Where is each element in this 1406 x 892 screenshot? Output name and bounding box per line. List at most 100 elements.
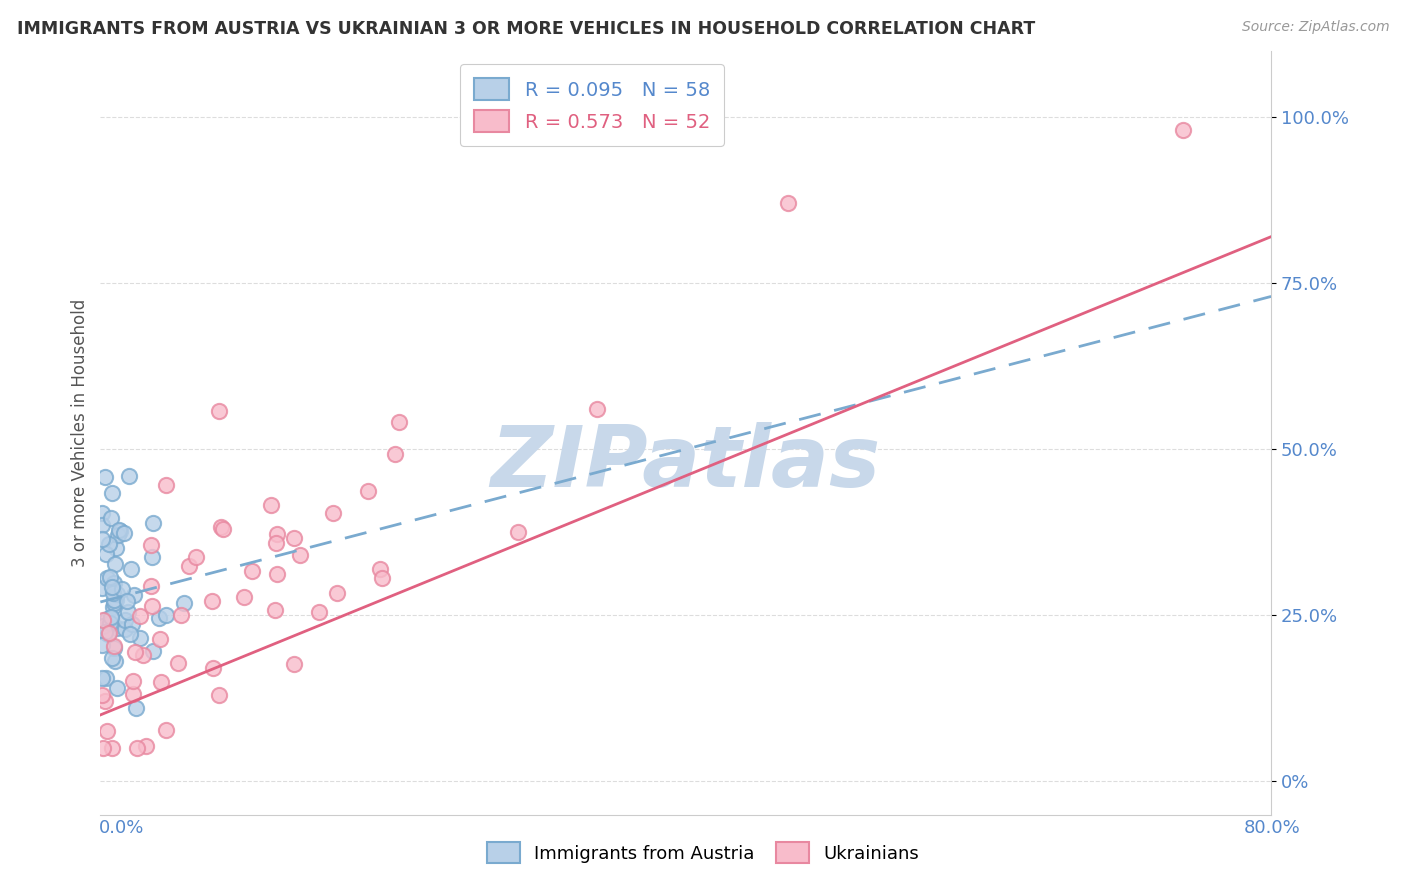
Point bbox=[201, 594, 224, 608]
Point bbox=[91, 532, 114, 546]
Point bbox=[93, 619, 115, 633]
Point bbox=[266, 526, 288, 541]
Point bbox=[91, 740, 114, 755]
Point bbox=[148, 632, 170, 646]
Point bbox=[103, 640, 125, 655]
Point bbox=[98, 616, 121, 631]
Point bbox=[111, 582, 134, 597]
Point bbox=[233, 590, 256, 604]
Point bbox=[101, 651, 124, 665]
Point bbox=[202, 661, 225, 675]
Point bbox=[357, 483, 380, 498]
Point bbox=[142, 643, 165, 657]
Point bbox=[91, 613, 114, 627]
Point bbox=[212, 522, 235, 536]
Point bbox=[155, 608, 177, 623]
Point bbox=[283, 532, 305, 546]
Point bbox=[100, 511, 122, 525]
Point bbox=[93, 625, 115, 640]
Point bbox=[371, 571, 394, 585]
Point bbox=[121, 616, 143, 631]
Point bbox=[96, 612, 118, 626]
Point bbox=[125, 741, 148, 756]
Point bbox=[94, 671, 117, 685]
Point bbox=[96, 724, 118, 739]
Point bbox=[322, 507, 344, 521]
Point bbox=[778, 196, 800, 211]
Point bbox=[114, 622, 136, 636]
Point bbox=[94, 470, 117, 484]
Point bbox=[117, 469, 139, 483]
Point bbox=[170, 607, 193, 622]
Point bbox=[129, 631, 152, 645]
Text: Source: ZipAtlas.com: Source: ZipAtlas.com bbox=[1241, 20, 1389, 34]
Point bbox=[110, 524, 132, 538]
Point bbox=[131, 648, 153, 662]
Point bbox=[260, 498, 283, 512]
Point bbox=[105, 681, 128, 696]
Point bbox=[104, 541, 127, 556]
Point bbox=[141, 538, 163, 552]
Point bbox=[101, 585, 124, 599]
Point bbox=[103, 592, 125, 607]
Point bbox=[112, 525, 135, 540]
Point bbox=[100, 610, 122, 624]
Point bbox=[266, 566, 288, 581]
Point bbox=[207, 403, 229, 417]
Text: IMMIGRANTS FROM AUSTRIA VS UKRAINIAN 3 OR MORE VEHICLES IN HOUSEHOLD CORRELATION: IMMIGRANTS FROM AUSTRIA VS UKRAINIAN 3 O… bbox=[17, 20, 1035, 37]
Point bbox=[128, 609, 150, 624]
Point bbox=[101, 741, 124, 756]
Point bbox=[91, 581, 114, 595]
Text: 0.0%: 0.0% bbox=[98, 819, 143, 837]
Point bbox=[135, 739, 157, 753]
Y-axis label: 3 or more Vehicles in Household: 3 or more Vehicles in Household bbox=[72, 299, 89, 566]
Point bbox=[118, 626, 141, 640]
Point bbox=[264, 536, 287, 550]
Point bbox=[103, 640, 125, 654]
Point bbox=[97, 537, 120, 551]
Point bbox=[384, 447, 406, 461]
Text: ZIPatlas: ZIPatlas bbox=[491, 422, 880, 505]
Point bbox=[208, 688, 231, 702]
Point bbox=[141, 599, 163, 613]
Point bbox=[105, 587, 128, 601]
Point bbox=[98, 626, 121, 640]
Point bbox=[104, 654, 127, 668]
Point bbox=[98, 570, 121, 584]
Point bbox=[90, 638, 112, 652]
Point bbox=[506, 525, 529, 540]
Point bbox=[97, 627, 120, 641]
Point bbox=[105, 621, 128, 635]
Point bbox=[90, 688, 112, 702]
Point bbox=[368, 562, 391, 576]
Point bbox=[184, 549, 207, 564]
Point bbox=[103, 596, 125, 610]
Point bbox=[139, 579, 162, 593]
Point bbox=[264, 602, 287, 616]
Point bbox=[149, 675, 172, 690]
Point bbox=[308, 605, 330, 619]
Point bbox=[94, 693, 117, 707]
Point bbox=[122, 588, 145, 602]
Point bbox=[290, 548, 312, 562]
Point bbox=[283, 657, 305, 672]
Point bbox=[104, 558, 127, 572]
Point bbox=[141, 550, 163, 565]
Point bbox=[94, 547, 117, 561]
Point bbox=[148, 611, 170, 625]
Point bbox=[1173, 123, 1195, 137]
Point bbox=[155, 723, 177, 737]
Point bbox=[586, 401, 609, 416]
Point bbox=[90, 671, 112, 685]
Point bbox=[117, 594, 139, 608]
Point bbox=[142, 516, 165, 531]
Point bbox=[114, 613, 136, 627]
Point bbox=[90, 517, 112, 532]
Point bbox=[166, 657, 188, 671]
Point bbox=[177, 558, 200, 573]
Point bbox=[122, 687, 145, 701]
Point bbox=[124, 645, 146, 659]
Point bbox=[101, 580, 124, 594]
Point bbox=[388, 415, 411, 429]
Point bbox=[101, 600, 124, 615]
